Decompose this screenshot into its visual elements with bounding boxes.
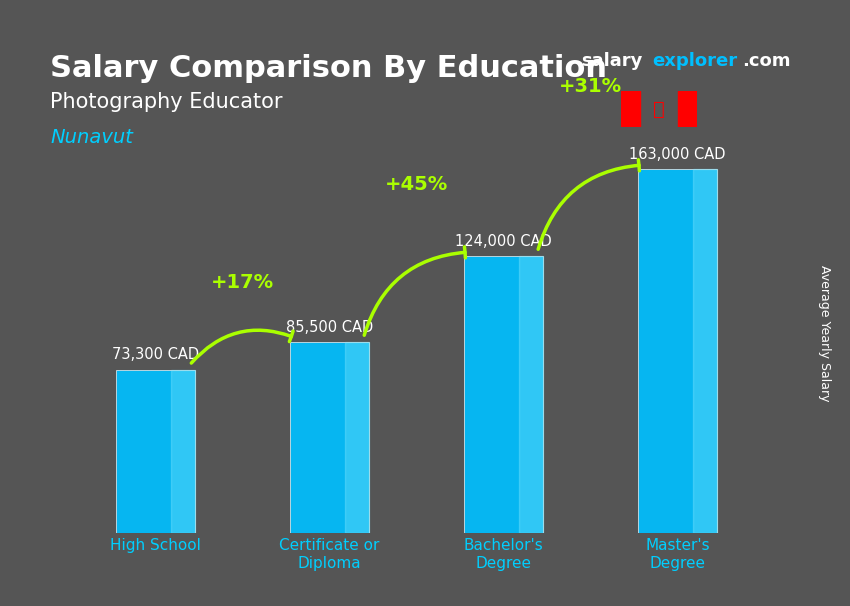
Bar — [519, 256, 542, 533]
Bar — [677, 91, 697, 127]
Text: explorer: explorer — [652, 52, 737, 70]
Bar — [171, 370, 195, 533]
Bar — [291, 342, 369, 533]
Text: Salary Comparison By Education: Salary Comparison By Education — [50, 54, 607, 83]
Text: Average Yearly Salary: Average Yearly Salary — [818, 265, 831, 402]
Text: Nunavut: Nunavut — [50, 128, 133, 147]
Bar — [693, 169, 717, 533]
Text: 73,300 CAD: 73,300 CAD — [112, 347, 199, 362]
Bar — [464, 256, 542, 533]
Bar — [345, 342, 369, 533]
Text: +45%: +45% — [385, 176, 448, 195]
Text: 🍁: 🍁 — [653, 99, 665, 119]
Text: salary: salary — [581, 52, 643, 70]
Text: .com: .com — [742, 52, 790, 70]
Text: Photography Educator: Photography Educator — [50, 92, 282, 112]
Bar — [116, 370, 195, 533]
Text: +17%: +17% — [211, 273, 274, 291]
Text: +31%: +31% — [559, 77, 622, 96]
Text: 124,000 CAD: 124,000 CAD — [455, 234, 552, 248]
Text: 85,500 CAD: 85,500 CAD — [286, 319, 373, 335]
Text: 163,000 CAD: 163,000 CAD — [629, 147, 726, 162]
Bar — [638, 169, 717, 533]
Bar — [620, 91, 639, 127]
